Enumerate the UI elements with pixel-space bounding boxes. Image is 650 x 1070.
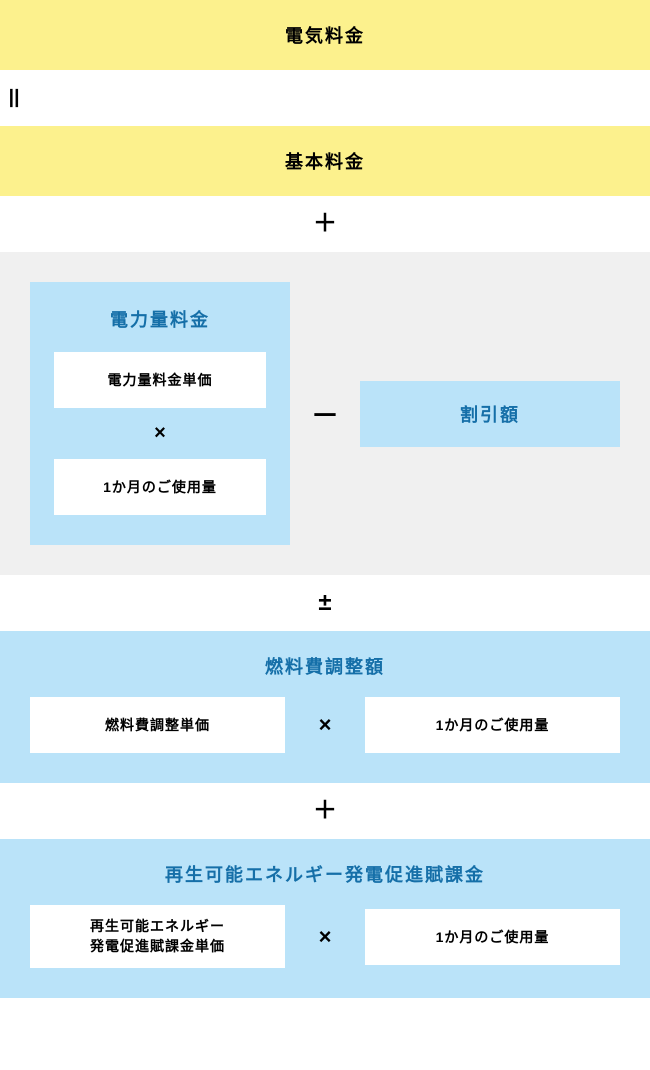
equals-icon: ＝ [0,86,24,110]
operator-plus2-row: ＋ [0,783,650,839]
operator-equals-row: ＝ [0,70,650,126]
title-energy-usage-fee: 電力量料金 [54,306,266,332]
plus-icon: ＋ [0,799,650,823]
panel-fuel-adjust: 燃料費調整額 燃料費調整単価 × 1か月のご使用量 [0,631,650,783]
panel-renewable: 再生可能エネルギー発電促進賦課金 再生可能エネルギー発電促進賦課金単価 × 1か… [0,839,650,998]
title-fuel-adjust: 燃料費調整額 [30,653,620,679]
panel-energy-usage: 電力量料金 電力量料金単価 × 1か月のご使用量 － 割引額 [0,252,650,575]
box-discount: 割引額 [360,381,620,447]
times-icon: × [295,712,355,738]
chip-renewable-monthly-usage: 1か月のご使用量 [365,909,620,965]
operator-plusminus-row: ± [0,575,650,631]
minus-icon: － [295,394,355,434]
chip-renewable-unit-price: 再生可能エネルギー発電促進賦課金単価 [30,905,285,968]
plusminus-icon: ± [0,591,650,615]
times-icon: × [295,924,355,950]
band-basic-fee: 基本料金 [0,126,650,196]
times-icon: × [54,422,266,445]
operator-plus1-row: ＋ [0,196,650,252]
title-discount: 割引額 [360,401,620,427]
chip-monthly-usage: 1か月のご使用量 [54,459,266,515]
chip-fuel-unit-price: 燃料費調整単価 [30,697,285,753]
chip-fuel-monthly-usage: 1か月のご使用量 [365,697,620,753]
band-electricity-fee: 電気料金 [0,0,650,70]
chip-unit-price: 電力量料金単価 [54,352,266,408]
box-energy-usage-fee: 電力量料金 電力量料金単価 × 1か月のご使用量 [30,282,290,545]
plus-icon: ＋ [0,212,650,236]
title-renewable: 再生可能エネルギー発電促進賦課金 [30,861,620,887]
